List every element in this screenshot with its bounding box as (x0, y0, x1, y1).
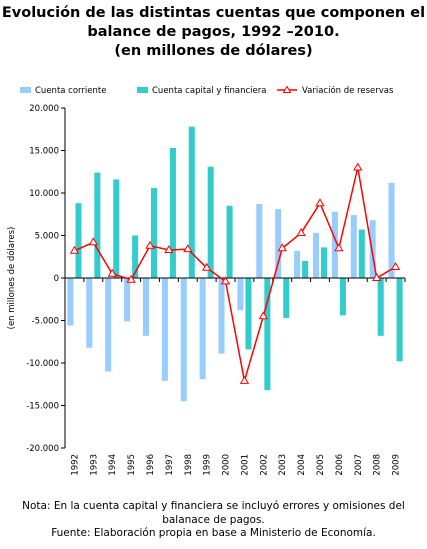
bar-cuenta-corriente-2001 (237, 278, 244, 311)
marker-variacion-reservas-1993 (88, 237, 99, 246)
x-tick-label-2007: 2007 (354, 454, 364, 476)
x-tick-label-2002: 2002 (259, 454, 269, 476)
chart-notes: Nota: En la cuenta capital y financiera … (0, 500, 427, 541)
bar-cuenta-corriente-2000 (218, 278, 225, 354)
bar-cuenta-capital-1996 (151, 187, 158, 278)
bar-cuenta-corriente-2004 (294, 250, 301, 278)
bar-cuenta-capital-2006 (339, 278, 346, 316)
note-line-2: balanace de pagos. (162, 513, 265, 526)
x-tick-label-2003: 2003 (278, 454, 288, 476)
marker-variacion-reservas-2007 (353, 162, 363, 171)
bar-cuenta-corriente-1993 (86, 278, 93, 348)
bar-cuenta-capital-2009 (396, 278, 403, 362)
bar-cuenta-corriente-2003 (275, 209, 282, 278)
bar-cuenta-corriente-2008 (369, 220, 376, 278)
x-tick-label-1998: 1998 (184, 454, 194, 476)
line-variacion-reservas (74, 167, 396, 382)
x-tick-label-1992: 1992 (70, 454, 80, 476)
source-line: Fuente: Elaboración propia en base a Min… (51, 527, 376, 539)
bar-cuenta-capital-2004 (302, 261, 309, 278)
marker-variacion-reservas-2008 (371, 273, 382, 281)
marker-variacion-reservas-2009 (390, 261, 401, 270)
marker-variacion-reservas-1998 (183, 244, 193, 253)
marker-variacion-reservas-2005 (315, 198, 325, 207)
x-tick-label-1999: 1999 (203, 454, 213, 476)
bar-cuenta-corriente-1999 (199, 278, 206, 380)
bar-cuenta-corriente-1995 (124, 278, 131, 322)
marker-variacion-reservas-1999 (201, 262, 212, 271)
bar-cuenta-corriente-2007 (350, 215, 357, 278)
bar-cuenta-capital-2007 (358, 229, 365, 278)
marker-variacion-reservas-2001 (239, 375, 250, 384)
y-tick-label: -10.000 (26, 359, 59, 369)
chart-title: Evolución de las distintas cuentas que c… (0, 4, 427, 61)
marker-variacion-reservas-1996 (145, 240, 155, 249)
legend-label-1: Cuenta corriente (35, 86, 106, 96)
balance-of-payments-chart: Cuenta corriente Cuenta capital y financi… (6, 85, 406, 476)
x-tick-label-1994: 1994 (108, 454, 118, 476)
bar-cuenta-capital-2000 (226, 205, 233, 278)
note-line-1: Nota: En la cuenta capital y financiera … (22, 500, 405, 512)
chart-title-line-3: (en millones de dólares) (114, 43, 313, 59)
marker-variacion-reservas-1992 (69, 245, 80, 254)
bar-cuenta-capital-2001 (245, 278, 252, 350)
legend-swatch-1 (20, 87, 31, 93)
x-tick-label-2000: 2000 (222, 454, 232, 476)
bar-cuenta-corriente-1992 (67, 278, 74, 326)
marker-variacion-reservas-2006 (334, 243, 344, 252)
legend-marker-triangle (282, 85, 292, 93)
marker-variacion-reservas-1994 (107, 268, 117, 277)
legend-label-3: Variación de reservas (302, 85, 394, 96)
marker-variacion-reservas-2003 (277, 243, 287, 252)
marker-variacion-reservas-1995 (126, 274, 136, 283)
bar-cuenta-capital-1998 (188, 126, 195, 278)
y-tick-label: -20.000 (26, 444, 59, 454)
x-tick-label-2005: 2005 (316, 454, 326, 476)
y-tick-label: 0 (54, 274, 59, 284)
bar-cuenta-corriente-2009 (388, 182, 395, 278)
marker-variacion-reservas-1997 (164, 244, 174, 253)
bar-cuenta-corriente-1994 (105, 278, 112, 372)
marker-variacion-reservas-2002 (258, 311, 269, 320)
bar-cuenta-capital-1995 (132, 235, 139, 278)
bar-cuenta-capital-2003 (283, 278, 290, 318)
x-tick-label-1993: 1993 (89, 454, 99, 476)
bar-cuenta-corriente-2002 (256, 204, 263, 278)
bar-cuenta-capital-1997 (169, 147, 176, 278)
y-tick-label: 5.000 (35, 232, 59, 242)
bar-cuenta-corriente-1997 (161, 278, 168, 381)
x-tick-label-2004: 2004 (297, 454, 307, 476)
legend-swatch-2 (137, 87, 148, 93)
y-tick-label: 10.000 (29, 189, 59, 199)
bar-cuenta-capital-1999 (207, 166, 214, 278)
y-axis-title: (en millones de dólares) (6, 227, 17, 330)
marker-variacion-reservas-2000 (220, 276, 231, 285)
bar-cuenta-capital-2002 (264, 278, 271, 391)
x-tick-label-1995: 1995 (127, 454, 137, 476)
bar-cuenta-capital-2008 (377, 278, 384, 336)
chart-title-line-2: balance de pagos, 1992 –2010. (87, 24, 340, 40)
bar-cuenta-corriente-1998 (180, 278, 187, 402)
x-tick-label-2006: 2006 (335, 454, 345, 476)
bar-cuenta-capital-1993 (94, 172, 101, 278)
x-tick-label-2008: 2008 (373, 454, 383, 476)
y-tick-label: -15.000 (26, 402, 59, 412)
x-tick-label-1996: 1996 (146, 454, 156, 476)
legend-label-2: Cuenta capital y financiera (152, 86, 266, 96)
x-tick-label-1997: 1997 (165, 454, 175, 476)
x-tick-label-2009: 2009 (392, 454, 402, 476)
bar-cuenta-capital-1992 (75, 203, 82, 278)
marker-variacion-reservas-2004 (296, 227, 306, 236)
y-tick-label: -5.000 (32, 317, 59, 327)
bar-cuenta-capital-1994 (113, 179, 120, 278)
chart-title-line-1: Evolución de las distintas cuentas que c… (1, 5, 426, 21)
bar-cuenta-capital-2005 (321, 247, 328, 278)
x-tick-label-2001: 2001 (240, 454, 250, 476)
bar-cuenta-corriente-1996 (142, 278, 149, 336)
bar-cuenta-corriente-2006 (331, 211, 338, 278)
y-tick-label: 15.000 (29, 147, 59, 157)
bar-cuenta-corriente-2005 (312, 232, 319, 278)
y-tick-label: 20.000 (29, 104, 59, 114)
